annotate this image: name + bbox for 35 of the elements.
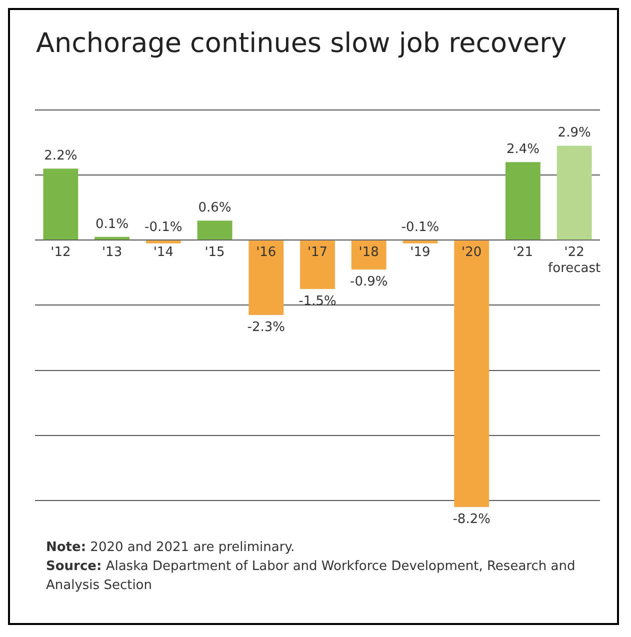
x-tick-label: '14 xyxy=(153,245,174,260)
bar xyxy=(351,240,386,270)
x-tick-label: '12 xyxy=(50,245,71,260)
data-label: 0.1% xyxy=(96,216,129,232)
data-label: -0.1% xyxy=(401,220,440,236)
bar xyxy=(197,220,232,240)
bar xyxy=(505,162,540,240)
x-tick-label: '20 xyxy=(462,245,482,260)
data-label: -0.9% xyxy=(350,274,388,290)
bar xyxy=(300,240,335,289)
x-tick-label: '17 xyxy=(307,245,328,260)
bar xyxy=(146,240,181,244)
bar xyxy=(94,236,130,240)
x-tick-label: '22 forecast xyxy=(548,245,601,276)
x-tick-label: '19 xyxy=(410,245,430,260)
x-tick-label: '16 xyxy=(256,245,276,260)
data-label: -8.2% xyxy=(452,512,490,527)
x-tick-label: '18 xyxy=(358,245,379,260)
source-note: Source: Alaska Department of Labor and Workforce Development, Research and Analysis Section xyxy=(46,559,576,593)
bar xyxy=(556,146,592,240)
bar xyxy=(248,240,284,316)
text: Note: 2020 and 2021 are preliminary. xyxy=(46,540,295,555)
chart-title: Anchorage continues slow job recovery xyxy=(36,28,567,59)
data-label: 2.4% xyxy=(506,142,540,157)
data-label: 2.9% xyxy=(558,126,591,141)
x-tick-label: '21 xyxy=(512,245,534,260)
data-label: -0.1% xyxy=(144,220,182,236)
data-label: 2.2% xyxy=(44,148,78,164)
data-label: -2.3% xyxy=(247,320,285,335)
bar xyxy=(402,240,438,244)
x-tick-label: '15 xyxy=(204,245,225,260)
data-label: 0.6% xyxy=(198,200,232,216)
bar xyxy=(43,168,78,240)
bar xyxy=(454,240,490,507)
x-tick-label: '13 xyxy=(102,245,122,260)
